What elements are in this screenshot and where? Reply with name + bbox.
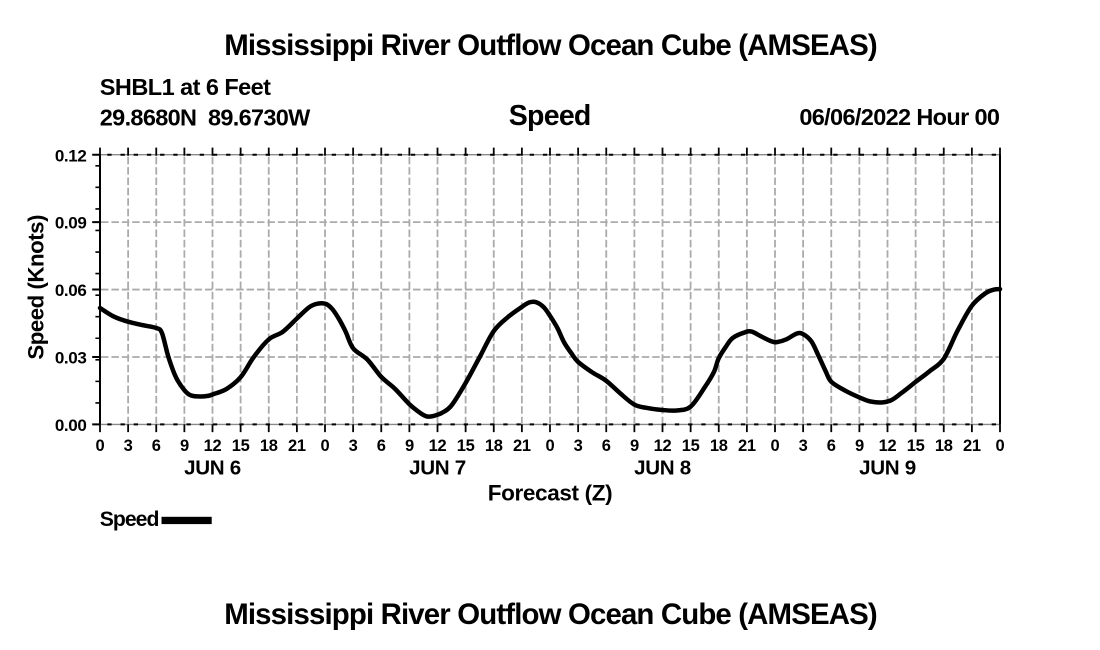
svg-text:3: 3 bbox=[574, 437, 583, 455]
svg-text:21: 21 bbox=[288, 437, 306, 455]
svg-text:0.06: 0.06 bbox=[55, 281, 87, 300]
svg-text:15: 15 bbox=[232, 437, 250, 455]
svg-text:0: 0 bbox=[996, 437, 1005, 455]
svg-text:6: 6 bbox=[152, 437, 161, 455]
svg-text:Speed: Speed bbox=[509, 100, 591, 132]
svg-text:Mississippi River Outflow Ocea: Mississippi River Outflow Ocean Cube (AM… bbox=[224, 598, 877, 631]
svg-text:12: 12 bbox=[654, 437, 672, 455]
svg-text:JUN 9: JUN 9 bbox=[859, 457, 916, 480]
svg-text:12: 12 bbox=[429, 437, 447, 455]
svg-text:3: 3 bbox=[799, 437, 808, 455]
svg-text:9: 9 bbox=[855, 437, 864, 455]
svg-text:Speed: Speed bbox=[100, 508, 159, 531]
svg-text:6: 6 bbox=[827, 437, 836, 455]
svg-text:15: 15 bbox=[682, 437, 700, 455]
svg-text:0: 0 bbox=[546, 437, 555, 455]
svg-text:18: 18 bbox=[710, 437, 728, 455]
svg-text:3: 3 bbox=[124, 437, 133, 455]
svg-text:12: 12 bbox=[204, 437, 222, 455]
svg-text:SHBL1 at 6 Feet: SHBL1 at 6 Feet bbox=[100, 74, 271, 100]
svg-text:0.03: 0.03 bbox=[55, 349, 87, 368]
svg-text:0.00: 0.00 bbox=[55, 416, 87, 435]
svg-text:6: 6 bbox=[602, 437, 611, 455]
svg-text:15: 15 bbox=[907, 437, 925, 455]
svg-text:0: 0 bbox=[96, 437, 105, 455]
svg-text:Mississippi River Outflow Ocea: Mississippi River Outflow Ocean Cube (AM… bbox=[224, 29, 877, 62]
svg-text:15: 15 bbox=[457, 437, 475, 455]
svg-text:9: 9 bbox=[630, 437, 639, 455]
svg-text:18: 18 bbox=[260, 437, 278, 455]
svg-text:18: 18 bbox=[485, 437, 503, 455]
svg-text:18: 18 bbox=[935, 437, 953, 455]
svg-text:0.12: 0.12 bbox=[55, 146, 87, 165]
svg-text:21: 21 bbox=[513, 437, 531, 455]
svg-text:JUN 6: JUN 6 bbox=[184, 457, 241, 480]
svg-text:9: 9 bbox=[180, 437, 189, 455]
svg-text:06/06/2022 Hour 00: 06/06/2022 Hour 00 bbox=[799, 104, 1000, 130]
svg-text:0.09: 0.09 bbox=[55, 214, 87, 233]
svg-text:6: 6 bbox=[377, 437, 386, 455]
svg-text:JUN 7: JUN 7 bbox=[409, 457, 466, 480]
svg-text:Forecast (Z): Forecast (Z) bbox=[488, 481, 613, 506]
svg-text:Speed (Knots): Speed (Knots) bbox=[24, 215, 49, 360]
svg-text:0: 0 bbox=[321, 437, 330, 455]
svg-text:21: 21 bbox=[963, 437, 981, 455]
svg-text:29.8680N 89.6730W: 29.8680N 89.6730W bbox=[100, 104, 311, 130]
svg-text:3: 3 bbox=[349, 437, 358, 455]
svg-text:JUN 8: JUN 8 bbox=[634, 457, 691, 480]
svg-text:21: 21 bbox=[738, 437, 756, 455]
svg-text:0: 0 bbox=[771, 437, 780, 455]
svg-text:12: 12 bbox=[879, 437, 897, 455]
svg-text:9: 9 bbox=[405, 437, 414, 455]
